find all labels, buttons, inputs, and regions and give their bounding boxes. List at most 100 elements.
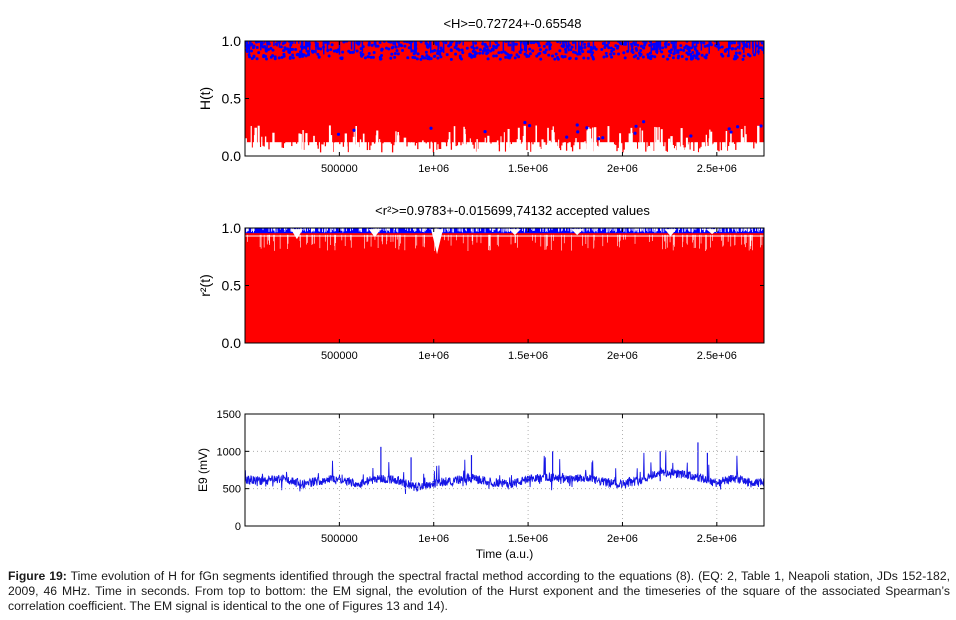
blue-point [312,50,316,54]
blue-point [341,50,345,54]
blue-point [429,57,433,61]
x-tick-label: 1e+06 [418,533,449,545]
y-tick-label: 1000 [217,446,241,458]
x-tick-label: 500000 [321,533,358,545]
y-tick-label: 1.0 [222,220,242,236]
blue-point [291,47,295,51]
y-tick-label: 0.0 [222,335,242,351]
blue-point [527,124,532,128]
blue-point [459,57,463,61]
blue-point [601,42,605,46]
blue-point [653,47,657,51]
blue-point [692,54,696,58]
blue-point [551,54,555,58]
blue-point [389,56,393,60]
x-tick-label: 1.5e+06 [508,350,548,362]
blue-point [535,54,539,58]
blue-point [637,51,641,55]
blue-point [271,48,275,52]
blue-point [687,47,691,51]
blue-point [283,46,287,50]
blue-point [257,51,261,55]
blue-point [483,47,487,51]
blue-point [695,49,699,53]
x-tick-label: 500000 [321,163,358,175]
blue-point [685,51,689,55]
blue-point [390,46,394,50]
blue-point [689,57,693,61]
blue-point [636,43,640,47]
blue-point [720,52,724,56]
blue-point [604,51,608,55]
blue-point [429,126,433,130]
blue-point [570,45,574,49]
blue-point [471,49,475,53]
blue-point [633,131,637,135]
blue-point [741,57,745,61]
blue-point [561,55,565,59]
blue-point [569,48,573,52]
blue-point [332,49,336,53]
blue-point [702,41,706,45]
blue-point [693,45,697,49]
blue-point [610,55,614,59]
blue-point [556,41,560,44]
blue-point [661,46,665,50]
blue-point [709,43,713,47]
blue-point [726,54,730,58]
blue-point [574,51,578,55]
blue-point [560,44,564,48]
blue-point [449,48,453,52]
blue-point [255,57,259,61]
blue-point [731,47,735,51]
blue-point [631,51,635,55]
blue-point [419,41,423,44]
blue-point [585,126,589,130]
blue-point [497,51,501,55]
blue-point [588,50,592,54]
blue-point [529,41,533,45]
blue-point [279,45,283,49]
blue-point [635,48,639,52]
caption-text: Time evolution of H for fGn segments ide… [8,569,950,613]
blue-point [484,44,488,48]
blue-point [734,51,738,55]
blue-point [445,53,449,57]
blue-point [734,47,738,51]
x-tick-label: 2.5e+06 [697,533,737,545]
figure-caption: Figure 19: Time evolution of H for fGn s… [8,569,950,614]
blue-point [390,52,394,56]
blue-point [677,54,681,58]
blue-point [400,44,404,48]
blue-point [454,52,458,56]
dip [431,229,444,255]
blue-point [252,44,256,48]
blue-point [614,44,618,48]
blue-point [486,51,490,55]
blue-point [415,57,419,61]
blue-point [474,51,478,55]
em-signal-line [245,450,764,495]
blue-point [416,52,420,56]
blue-point [669,48,673,52]
blue-point [536,41,540,45]
blue-point [420,55,424,59]
blue-point [700,53,704,57]
x-tick-label: 1.5e+06 [508,533,548,545]
blue-point [600,47,604,51]
blue-point [367,55,371,59]
blue-point [302,53,306,57]
blue-point [387,47,391,51]
blue-point [641,55,645,59]
blue-point [576,52,580,56]
chart-title: <H>=0.72724+-0.65548 [443,16,581,31]
blue-point [732,57,736,61]
blue-point [661,54,665,58]
blue-point [575,123,579,127]
y-tick-label: 0 [235,521,241,533]
blue-point [406,56,410,60]
caption-label: Figure 19: [8,569,67,583]
blue-point [378,55,382,59]
blue-point [269,46,273,50]
blue-point [589,45,593,49]
